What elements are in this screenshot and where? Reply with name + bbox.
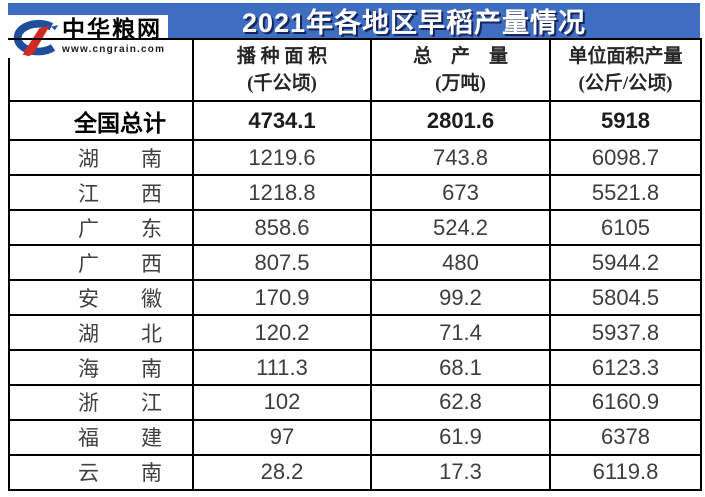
output-cell: 480 bbox=[370, 244, 551, 282]
output-cell: 743.8 bbox=[370, 139, 551, 177]
table-row: 湖 北 120.2 71.4 5937.8 bbox=[8, 314, 702, 352]
area-cell: 28.2 bbox=[192, 453, 372, 492]
rice-production-table: 播 种 面 积 (千公顷) 总 产 量 (万吨) 单位面积产量 (公斤/公顷) … bbox=[8, 38, 702, 492]
logo-brand: 中华粮网 bbox=[62, 16, 162, 42]
yield-cell: 5944.2 bbox=[549, 244, 702, 282]
yield-cell: 5521.8 bbox=[549, 174, 702, 212]
table-row: 海 南 111.3 68.1 6123.3 bbox=[8, 349, 702, 386]
region-cell: 湖 北 bbox=[8, 314, 194, 352]
output-cell: 99.2 bbox=[370, 279, 551, 317]
yield-cell: 5804.5 bbox=[549, 279, 702, 317]
region-cell: 江 西 bbox=[8, 174, 194, 212]
region-cell: 广 西 bbox=[8, 244, 194, 282]
area-cell: 1218.8 bbox=[192, 174, 372, 212]
region-cell: 全国总计 bbox=[8, 99, 194, 142]
region-cell: 浙 江 bbox=[8, 384, 194, 421]
header-total-output: 总 产 量 (万吨) bbox=[370, 38, 551, 102]
table-row-total: 全国总计 4734.1 2801.6 5918 bbox=[8, 99, 702, 142]
header-total-output-line1: 总 产 量 bbox=[412, 46, 508, 67]
area-cell: 102 bbox=[192, 384, 372, 421]
table-row: 云 南 28.2 17.3 6119.8 bbox=[8, 453, 702, 492]
yield-cell: 6119.8 bbox=[549, 453, 702, 492]
table-row: 浙 江 102 62.8 6160.9 bbox=[8, 384, 702, 421]
region-cell: 湖 南 bbox=[8, 139, 194, 177]
header-sown-area-line2: (千公顷) bbox=[247, 73, 317, 94]
table-row: 福 建 97 61.9 6378 bbox=[8, 418, 702, 456]
region-cell: 福 建 bbox=[8, 418, 194, 456]
region-cell: 海 南 bbox=[8, 349, 194, 386]
cngrain-logo: 中华粮网 www.cngrain.com bbox=[8, 15, 168, 58]
yield-cell: 6105 bbox=[549, 209, 702, 247]
header-sown-area: 播 种 面 积 (千公顷) bbox=[192, 38, 372, 102]
area-cell: 858.6 bbox=[192, 209, 372, 247]
output-cell: 2801.6 bbox=[370, 99, 551, 142]
region-cell: 安 徽 bbox=[8, 279, 194, 317]
area-cell: 120.2 bbox=[192, 314, 372, 352]
table-row: 广 东 858.6 524.2 6105 bbox=[8, 209, 702, 247]
logo-website: www.cngrain.com bbox=[62, 44, 166, 55]
table-top-border bbox=[8, 38, 700, 40]
header-total-output-line2: (万吨) bbox=[435, 73, 486, 94]
output-cell: 62.8 bbox=[370, 384, 551, 421]
table-row: 江 西 1218.8 673 5521.8 bbox=[8, 174, 702, 212]
region-cell: 广 东 bbox=[8, 209, 194, 247]
area-cell: 4734.1 bbox=[192, 99, 372, 142]
table-row: 安 徽 170.9 99.2 5804.5 bbox=[8, 279, 702, 317]
region-cell: 云 南 bbox=[8, 453, 194, 492]
output-cell: 673 bbox=[370, 174, 551, 212]
output-cell: 68.1 bbox=[370, 349, 551, 386]
output-cell: 17.3 bbox=[370, 453, 551, 492]
header-sown-area-line1: 播 种 面 积 bbox=[236, 46, 328, 67]
table-row: 湖 南 1219.6 743.8 6098.7 bbox=[8, 139, 702, 177]
header-unit-yield-line1: 单位面积产量 bbox=[568, 46, 683, 67]
logo-text: 中华粮网 www.cngrain.com bbox=[62, 17, 165, 56]
header-unit-yield: 单位面积产量 (公斤/公顷) bbox=[549, 38, 702, 102]
page-title: 2021年各地区早稻产量情况 bbox=[241, 8, 587, 38]
area-cell: 111.3 bbox=[192, 349, 372, 386]
output-cell: 524.2 bbox=[370, 209, 551, 247]
area-cell: 807.5 bbox=[192, 244, 372, 282]
output-cell: 61.9 bbox=[370, 418, 551, 456]
header-unit-yield-line2: (公斤/公顷) bbox=[578, 73, 673, 94]
output-cell: 71.4 bbox=[370, 314, 551, 352]
yield-cell: 6160.9 bbox=[549, 384, 702, 421]
yield-cell: 6123.3 bbox=[549, 349, 702, 386]
table-row: 广 西 807.5 480 5944.2 bbox=[8, 244, 702, 282]
yield-cell: 5918 bbox=[549, 99, 702, 142]
area-cell: 1219.6 bbox=[192, 139, 372, 177]
yield-cell: 6098.7 bbox=[549, 139, 702, 177]
yield-cell: 5937.8 bbox=[549, 314, 702, 352]
area-cell: 97 bbox=[192, 418, 372, 456]
area-cell: 170.9 bbox=[192, 279, 372, 317]
yield-cell: 6378 bbox=[549, 418, 702, 456]
